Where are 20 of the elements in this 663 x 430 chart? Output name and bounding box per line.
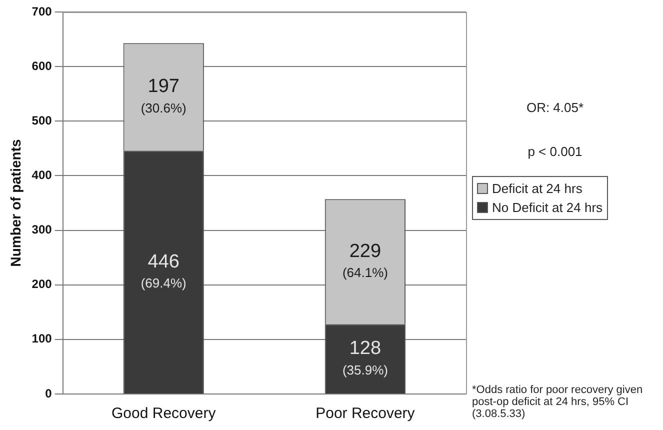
y-axis-title: Number of patients [7,139,24,267]
y-tick-label: 700 [32,4,52,18]
text: p < 0.001 [526,144,584,159]
data-label: 197 (30.6%) [140,76,186,116]
y-tick-label: 400 [32,168,52,182]
y-tick-label: 500 [32,113,52,128]
y-tick-label: 100 [32,332,52,346]
text: OR: 4.05* [525,100,585,115]
data-label: 446 (69.4%) [140,251,186,291]
data-label: 229 (64.1%) [342,240,388,280]
y-tick-label: 200 [32,277,52,292]
y-tick-label: 0 [45,386,52,400]
x-tick-label: Good Recovery [112,405,216,422]
legend-label: Deficit at 24 hrs [492,180,582,198]
y-tick-label: 300 [32,222,52,237]
y-tick-label: 600 [32,58,52,73]
text: *Odds ratio for poor recovery given post-op deficit at 24 hrs, 95% CI (3.08.5.33) [472,384,644,420]
x-tick-label: Poor Recovery [316,405,416,422]
legend-label: No Deficit at 24 hrs [492,199,603,217]
data-label: 128 (35.9%) [342,338,388,378]
